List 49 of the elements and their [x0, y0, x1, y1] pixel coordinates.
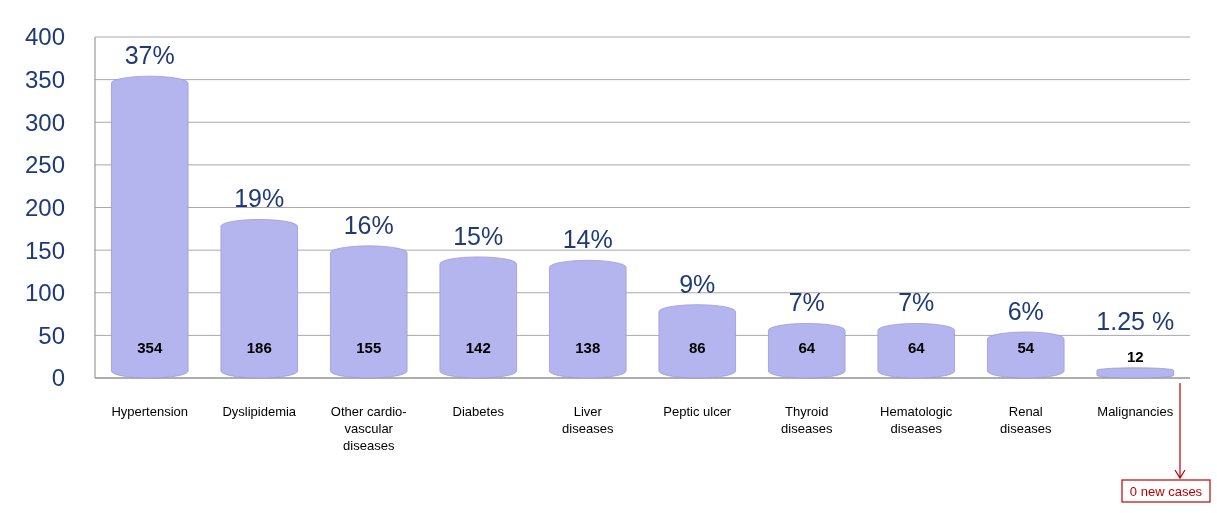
- bar: [330, 245, 408, 379]
- data-label: 86: [688, 339, 706, 356]
- annotation: 15%: [453, 221, 504, 250]
- y-tick-label: 250: [24, 151, 65, 179]
- x-tick-label: Thyroid diseases: [781, 404, 833, 436]
- x-tick-label: Other cardio-vascular diseases: [330, 404, 407, 453]
- data-label: 186: [246, 339, 272, 356]
- annotation: 37%: [124, 41, 175, 70]
- data-label: 138: [575, 339, 601, 356]
- y-tick-label: 50: [38, 321, 65, 349]
- x-tick-label: Malignancies: [1097, 404, 1174, 419]
- text: 0 new cases: [1129, 484, 1203, 499]
- bar: [877, 323, 955, 379]
- data-label: 12: [1126, 347, 1144, 365]
- x-tick-label: Diabetes: [452, 404, 505, 419]
- x-tick-label: Peptic ulcer: [663, 404, 732, 419]
- x-tick-label: Liver diseases: [562, 404, 614, 436]
- y-tick-label: 0: [51, 364, 65, 392]
- data-label: 354: [137, 339, 163, 356]
- bar: [987, 331, 1065, 379]
- data-label: 64: [907, 339, 926, 356]
- annotation: 14%: [562, 225, 613, 254]
- data-label: 54: [1017, 339, 1035, 356]
- data-label: 142: [465, 339, 491, 356]
- y-tick-label: 400: [24, 23, 65, 51]
- annotation: 7%: [788, 288, 825, 317]
- data-label: 64: [798, 339, 816, 356]
- y-tick-label: 300: [24, 108, 65, 136]
- bar: [658, 304, 736, 379]
- annotation: 7%: [898, 288, 935, 317]
- bar: [768, 323, 846, 379]
- x-tick-label: Hypertension: [111, 404, 189, 419]
- bar: [220, 219, 298, 379]
- annotation: 1.25 %: [1096, 306, 1175, 335]
- annotation: 16%: [343, 210, 394, 239]
- annotation: 19%: [234, 184, 285, 213]
- x-tick-label: Hematologic diseases: [880, 404, 953, 436]
- y-tick-label: 100: [24, 279, 65, 307]
- bar: [439, 256, 517, 379]
- bar: [111, 75, 189, 379]
- x-tick-label: Dyslipidemia: [222, 404, 297, 419]
- data-label: 155: [356, 339, 382, 356]
- y-tick-label: 350: [24, 66, 65, 94]
- y-tick-label: 200: [24, 193, 65, 221]
- annotation: 6%: [1007, 296, 1044, 325]
- bar: [549, 259, 627, 379]
- y-tick-label: 150: [24, 236, 65, 264]
- x-tick-label: Renal diseases: [1000, 404, 1052, 436]
- annotation: 9%: [679, 269, 716, 298]
